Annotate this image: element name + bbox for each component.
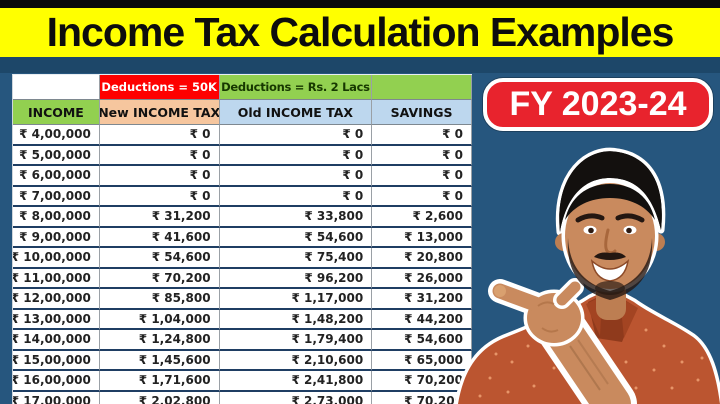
income-cell: ₹ 6,00,000 [13, 166, 100, 187]
old-tax-cell: ₹ 75,400 [219, 248, 373, 269]
presenter-cutout-photo [454, 147, 720, 404]
table-row: ₹ 15,00,000 ₹ 1,45,600 ₹ 2,10,600 ₹ 65,0… [13, 350, 472, 371]
new-tax-cell: ₹ 41,600 [99, 227, 220, 248]
new-tax-cell: ₹ 2,02,800 [99, 391, 220, 404]
new-tax-cell: ₹ 31,200 [99, 207, 220, 228]
income-cell: ₹ 7,00,000 [13, 186, 100, 207]
savings-column-header: SAVINGS [372, 100, 472, 125]
group-header-row: Deductions = 50K Deductions = Rs. 2 Lacs [13, 75, 472, 100]
blank-corner-cell [13, 75, 100, 100]
new-tax-cell: ₹ 0 [99, 125, 220, 146]
income-cell: ₹ 15,00,000 [13, 350, 100, 371]
new-tax-cell: ₹ 1,71,600 [99, 371, 220, 392]
blank-green-cell [372, 75, 472, 100]
deductions-new-regime-header: Deductions = 50K [99, 75, 220, 100]
old-tax-cell: ₹ 96,200 [219, 268, 373, 289]
new-tax-cell: ₹ 1,04,000 [99, 309, 220, 330]
income-cell: ₹ 9,00,000 [13, 227, 100, 248]
savings-cell: ₹ 2,600 [372, 207, 472, 228]
new-tax-cell: ₹ 0 [99, 145, 220, 166]
income-tax-table: Deductions = 50K Deductions = Rs. 2 Lacs… [12, 74, 472, 404]
table-row: ₹ 14,00,000 ₹ 1,24,800 ₹ 1,79,400 ₹ 54,6… [13, 330, 472, 351]
table-row: ₹ 11,00,000 ₹ 70,200 ₹ 96,200 ₹ 26,000 [13, 268, 472, 289]
face [555, 147, 666, 300]
income-cell: ₹ 16,00,000 [13, 371, 100, 392]
page-title: Income Tax Calculation Examples [46, 9, 675, 55]
old-tax-cell: ₹ 54,600 [219, 227, 373, 248]
old-tax-cell: ₹ 1,48,200 [219, 309, 373, 330]
income-cell: ₹ 13,00,000 [13, 309, 100, 330]
old-tax-cell: ₹ 2,73,000 [219, 391, 373, 404]
savings-cell: ₹ 65,000 [372, 350, 472, 371]
savings-cell: ₹ 0 [372, 125, 472, 146]
top-black-border [0, 0, 720, 8]
table-row: ₹ 16,00,000 ₹ 1,71,600 ₹ 2,41,800 ₹ 70,2… [13, 371, 472, 392]
old-tax-cell: ₹ 2,10,600 [219, 350, 373, 371]
savings-cell: ₹ 0 [372, 186, 472, 207]
table-row: ₹ 10,00,000 ₹ 54,600 ₹ 75,400 ₹ 20,800 [13, 248, 472, 269]
savings-cell: ₹ 20,800 [372, 248, 472, 269]
old-tax-cell: ₹ 0 [219, 166, 373, 187]
savings-cell: ₹ 0 [372, 145, 472, 166]
table-row: ₹ 6,00,000 ₹ 0 ₹ 0 ₹ 0 [13, 166, 472, 187]
fy-badge: FY 2023-24 [483, 78, 713, 131]
savings-cell: ₹ 54,600 [372, 330, 472, 351]
new-tax-cell: ₹ 0 [99, 186, 220, 207]
table-row: ₹ 4,00,000 ₹ 0 ₹ 0 ₹ 0 [13, 125, 472, 146]
table-row: ₹ 7,00,000 ₹ 0 ₹ 0 ₹ 0 [13, 186, 472, 207]
new-tax-cell: ₹ 54,600 [99, 248, 220, 269]
old-income-tax-column-header: Old INCOME TAX [219, 100, 373, 125]
table-row: ₹ 8,00,000 ₹ 31,200 ₹ 33,800 ₹ 2,600 [13, 207, 472, 228]
old-tax-cell: ₹ 1,79,400 [219, 330, 373, 351]
income-cell: ₹ 14,00,000 [13, 330, 100, 351]
new-tax-cell: ₹ 0 [99, 166, 220, 187]
savings-cell: ₹ 70,200 [372, 371, 472, 392]
income-cell: ₹ 17,00,000 [13, 391, 100, 404]
savings-cell: ₹ 31,200 [372, 289, 472, 310]
deductions-old-regime-header: Deductions = Rs. 2 Lacs [219, 75, 373, 100]
new-tax-cell: ₹ 85,800 [99, 289, 220, 310]
savings-cell: ₹ 44,200 [372, 309, 472, 330]
navy-divider [0, 57, 720, 73]
savings-cell: ₹ 0 [372, 166, 472, 187]
thumb [556, 281, 581, 306]
new-income-tax-column-header: New INCOME TAX [99, 100, 220, 125]
table-row: ₹ 9,00,000 ₹ 41,600 ₹ 54,600 ₹ 13,000 [13, 227, 472, 248]
table-row: ₹ 17,00,000 ₹ 2,02,800 ₹ 2,73,000 ₹ 70,2… [13, 391, 472, 404]
income-column-header: INCOME [13, 100, 100, 125]
new-tax-cell: ₹ 1,45,600 [99, 350, 220, 371]
income-cell: ₹ 4,00,000 [13, 125, 100, 146]
income-cell: ₹ 12,00,000 [13, 289, 100, 310]
income-cell: ₹ 10,00,000 [13, 248, 100, 269]
old-tax-cell: ₹ 0 [219, 186, 373, 207]
column-header-row: INCOME New INCOME TAX Old INCOME TAX SAV… [13, 100, 472, 125]
income-cell: ₹ 11,00,000 [13, 268, 100, 289]
table-row: ₹ 13,00,000 ₹ 1,04,000 ₹ 1,48,200 ₹ 44,2… [13, 309, 472, 330]
fy-badge-label: FY 2023-24 [509, 85, 687, 123]
old-tax-cell: ₹ 1,17,000 [219, 289, 373, 310]
thumbnail-body: Deductions = 50K Deductions = Rs. 2 Lacs… [0, 73, 720, 404]
savings-cell: ₹ 13,000 [372, 227, 472, 248]
income-cell: ₹ 5,00,000 [13, 145, 100, 166]
old-tax-cell: ₹ 33,800 [219, 207, 373, 228]
old-tax-cell: ₹ 0 [219, 145, 373, 166]
savings-cell: ₹ 26,000 [372, 268, 472, 289]
table-row: ₹ 12,00,000 ₹ 85,800 ₹ 1,17,000 ₹ 31,200 [13, 289, 472, 310]
title-banner: Income Tax Calculation Examples [0, 8, 720, 57]
new-tax-cell: ₹ 70,200 [99, 268, 220, 289]
new-tax-cell: ₹ 1,24,800 [99, 330, 220, 351]
income-cell: ₹ 8,00,000 [13, 207, 100, 228]
forearm [543, 311, 631, 404]
old-tax-cell: ₹ 2,41,800 [219, 371, 373, 392]
table-row: ₹ 5,00,000 ₹ 0 ₹ 0 ₹ 0 [13, 145, 472, 166]
old-tax-cell: ₹ 0 [219, 125, 373, 146]
